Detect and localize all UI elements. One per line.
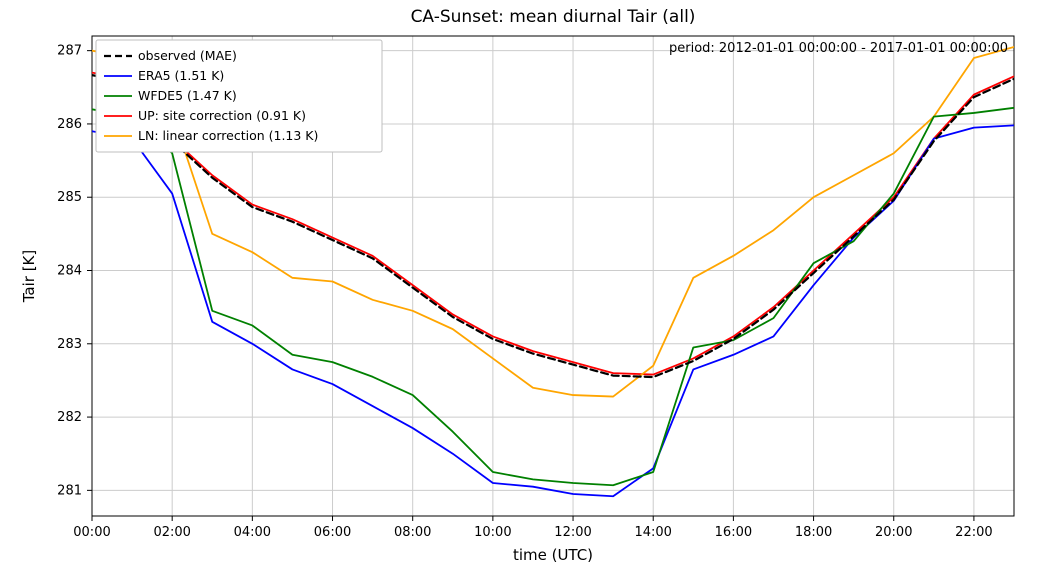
legend-label: observed (MAE) [138, 48, 237, 63]
x-tick-label: 16:00 [715, 525, 752, 540]
x-axis-label: time (UTC) [513, 546, 593, 564]
x-tick-label: 22:00 [955, 525, 992, 540]
chart-container: 00:00 02:00 04:00 06:00 08:00 10:00 12:00 14:00… [0, 0, 1042, 583]
x-tick-label: 04:00 [234, 525, 271, 540]
y-tick-label: 286 [57, 117, 82, 132]
x-tick-label: 02:00 [153, 525, 190, 540]
y-tick-label: 282 [57, 410, 82, 425]
x-tick-label: 10:00 [474, 525, 511, 540]
chart-title: CA-Sunset: mean diurnal Tair (all) [411, 7, 696, 27]
x-tick-label: 12:00 [554, 525, 591, 540]
y-tick-label: 285 [57, 190, 82, 205]
y-axis-label: Tair [K] [20, 250, 38, 304]
x-tick-label: 08:00 [394, 525, 431, 540]
y-tick-label: 284 [57, 264, 82, 279]
legend-label: LN: linear correction (1.13 K) [138, 128, 318, 143]
y-tick-label: 283 [57, 337, 82, 352]
line-chart: 00:00 02:00 04:00 06:00 08:00 10:00 12:00 14:00… [0, 0, 1042, 583]
x-tick-label: 18:00 [795, 525, 832, 540]
x-tick-label: 14:00 [634, 525, 671, 540]
x-tick-label: 20:00 [875, 525, 912, 540]
legend-label: WFDE5 (1.47 K) [138, 88, 237, 103]
x-tick-label: 00:00 [73, 525, 110, 540]
period-text: period: 2012-01-01 00:00:00 - 2017-01-01… [669, 41, 1008, 56]
legend-label: UP: site correction (0.91 K) [138, 108, 306, 123]
legend-label: ERA5 (1.51 K) [138, 68, 224, 83]
x-tick-label: 06:00 [314, 525, 351, 540]
y-tick-label: 287 [57, 44, 82, 59]
legend: observed (MAE) ERA5 (1.51 K) WFDE5 (1.47 K… [96, 40, 382, 152]
y-tick-label: 281 [57, 483, 82, 498]
